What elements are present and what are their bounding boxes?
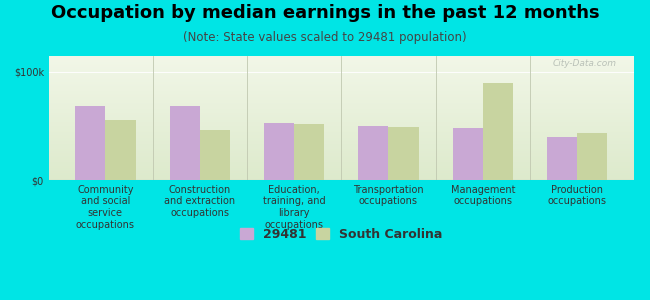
- Bar: [547, 137, 577, 180]
- Legend: 29481, South Carolina: 29481, South Carolina: [235, 223, 447, 246]
- Bar: [389, 127, 419, 180]
- Bar: [75, 106, 105, 180]
- Bar: [483, 82, 513, 180]
- Bar: [200, 130, 230, 180]
- Bar: [170, 106, 200, 180]
- Text: City-Data.com: City-Data.com: [552, 59, 616, 68]
- Bar: [577, 134, 607, 180]
- Text: Occupation by median earnings in the past 12 months: Occupation by median earnings in the pas…: [51, 4, 599, 22]
- Bar: [264, 123, 294, 180]
- Bar: [105, 121, 136, 180]
- Bar: [452, 128, 483, 180]
- Text: (Note: State values scaled to 29481 population): (Note: State values scaled to 29481 popu…: [183, 32, 467, 44]
- Bar: [294, 124, 324, 180]
- Bar: [358, 126, 389, 180]
